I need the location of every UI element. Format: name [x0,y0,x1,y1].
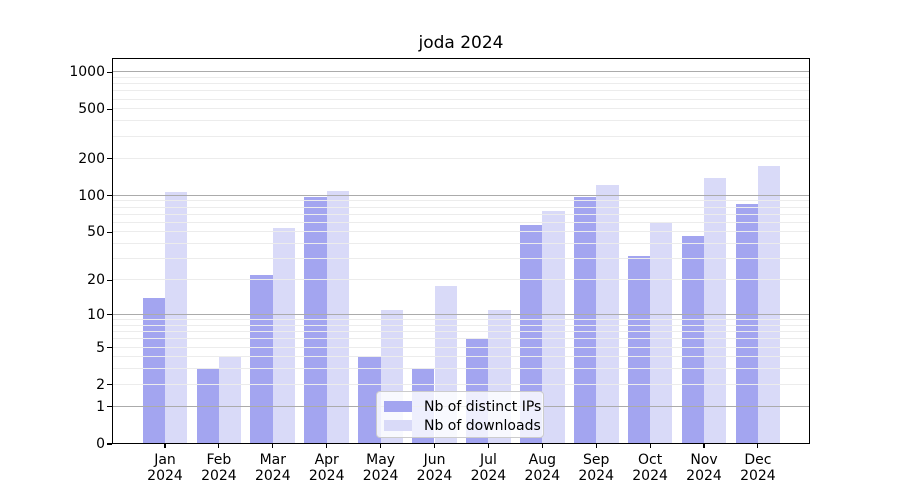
bar-downloads-sep [596,185,619,444]
x-tick-month: May [366,452,396,468]
y-tick-label: 1000 [69,64,105,81]
y-tick-mark [107,314,112,316]
x-tick-month: Jul [479,452,497,468]
bar-ips-dec [735,204,758,444]
y-tick-label: 5 [96,339,105,356]
bar-ips-feb [196,369,219,444]
y-tick-mark [107,108,112,110]
legend-swatch-downloads [384,420,412,431]
x-tick-year: 2024 [470,468,507,484]
y-tick-mark [107,347,112,349]
y-tick-mark [107,443,112,445]
y-tick-mark [107,157,112,160]
y-tick-mark [107,279,112,281]
bar-downloads-dec [757,165,781,444]
x-tick-year: 2024 [254,468,291,484]
x-tick-month: Dec [744,452,772,468]
y-tick-label: 500 [78,101,105,118]
x-tick-mark [218,444,220,448]
bar-ips-oct [627,255,651,444]
x-tick-month: Nov [690,452,718,468]
bar-downloads-oct [650,222,673,444]
bar-downloads-aug [542,210,565,444]
legend-label-distinct-ips: Nb of distinct IPs [424,398,542,415]
x-tick-label-dec: Dec 2024 [726,452,790,484]
x-tick-label-jul: Jul 2024 [456,452,520,484]
x-tick-month: Jan [154,452,176,468]
x-tick-mark [272,444,274,448]
bar-ips-mar [250,275,273,444]
legend-swatch-distinct-ips [384,401,412,412]
x-tick-label-sep: Sep 2024 [564,452,628,484]
bar-downloads-apr [326,190,350,444]
x-tick-year: 2024 [686,468,722,484]
bar-ips-nov [681,235,704,444]
y-tick-label: 100 [78,187,105,204]
bar-ips-sep [573,197,597,444]
y-tick-label: 50 [87,224,105,241]
legend-entry-downloads: Nb of downloads [384,416,541,435]
x-tick-year: 2024 [308,468,345,484]
x-tick-month: Aug [528,452,556,468]
y-tick-mark [107,231,112,233]
x-tick-month: Apr [314,452,339,468]
legend-label-downloads: Nb of downloads [424,417,541,434]
x-tick-label-jun: Jun 2024 [403,452,467,484]
bar-ips-may [358,357,381,444]
x-tick-label-apr: Apr 2024 [295,452,359,484]
x-tick-mark [433,444,436,448]
y-tick-label: 200 [78,150,105,167]
x-tick-year: 2024 [632,468,668,484]
x-tick-year: 2024 [147,468,183,484]
x-tick-mark [326,444,328,448]
bar-downloads-mar [272,228,296,444]
legend-entry-distinct-ips: Nb of distinct IPs [384,397,541,416]
x-tick-label-aug: Aug 2024 [510,452,574,484]
y-tick-mark [107,384,112,386]
x-tick-mark [595,444,597,448]
plot-area: Nb of distinct IPs Nb of downloads [112,58,810,444]
x-tick-mark [541,444,543,448]
x-tick-year: 2024 [524,468,561,484]
x-tick-month: Mar [259,452,286,468]
y-tick-label: 0 [96,436,105,452]
y-tick-label: 1 [96,398,105,415]
x-tick-mark [649,444,651,448]
x-tick-month: Sep [582,452,610,468]
x-tick-label-jan: Jan 2024 [133,452,197,484]
x-tick-year: 2024 [362,468,399,484]
x-tick-month: Feb [206,452,232,468]
bars-layer [112,58,810,444]
bar-ips-jan [142,298,165,444]
x-tick-label-nov: Nov 2024 [672,452,736,484]
x-tick-mark [757,444,759,448]
bar-downloads-jan [165,192,188,444]
x-tick-mark [164,444,166,448]
y-tick-mark [107,195,112,197]
bar-downloads-nov [704,178,727,444]
y-tick-label: 20 [87,272,105,289]
x-tick-year: 2024 [416,468,453,484]
x-tick-year: 2024 [578,468,614,484]
y-tick-label: 2 [96,376,105,393]
chart-title: joda 2024 [418,33,504,53]
x-tick-month: Jun [423,452,446,468]
x-tick-mark [380,444,382,448]
x-tick-mark [487,444,489,448]
x-tick-label-mar: Mar 2024 [241,452,305,484]
x-tick-mark [703,444,705,448]
x-tick-label-may: May 2024 [349,452,413,484]
x-tick-label-feb: Feb 2024 [187,452,251,484]
legend: Nb of distinct IPs Nb of downloads [376,391,544,438]
x-tick-year: 2024 [201,468,237,484]
y-tick-mark [107,71,112,73]
bar-ips-apr [304,197,327,444]
x-tick-month: Oct [637,452,663,468]
bar-downloads-feb [218,357,242,444]
x-tick-label-oct: Oct 2024 [618,452,682,484]
x-tick-year: 2024 [740,468,776,484]
y-tick-label: 10 [87,306,105,323]
y-tick-mark [107,406,112,408]
